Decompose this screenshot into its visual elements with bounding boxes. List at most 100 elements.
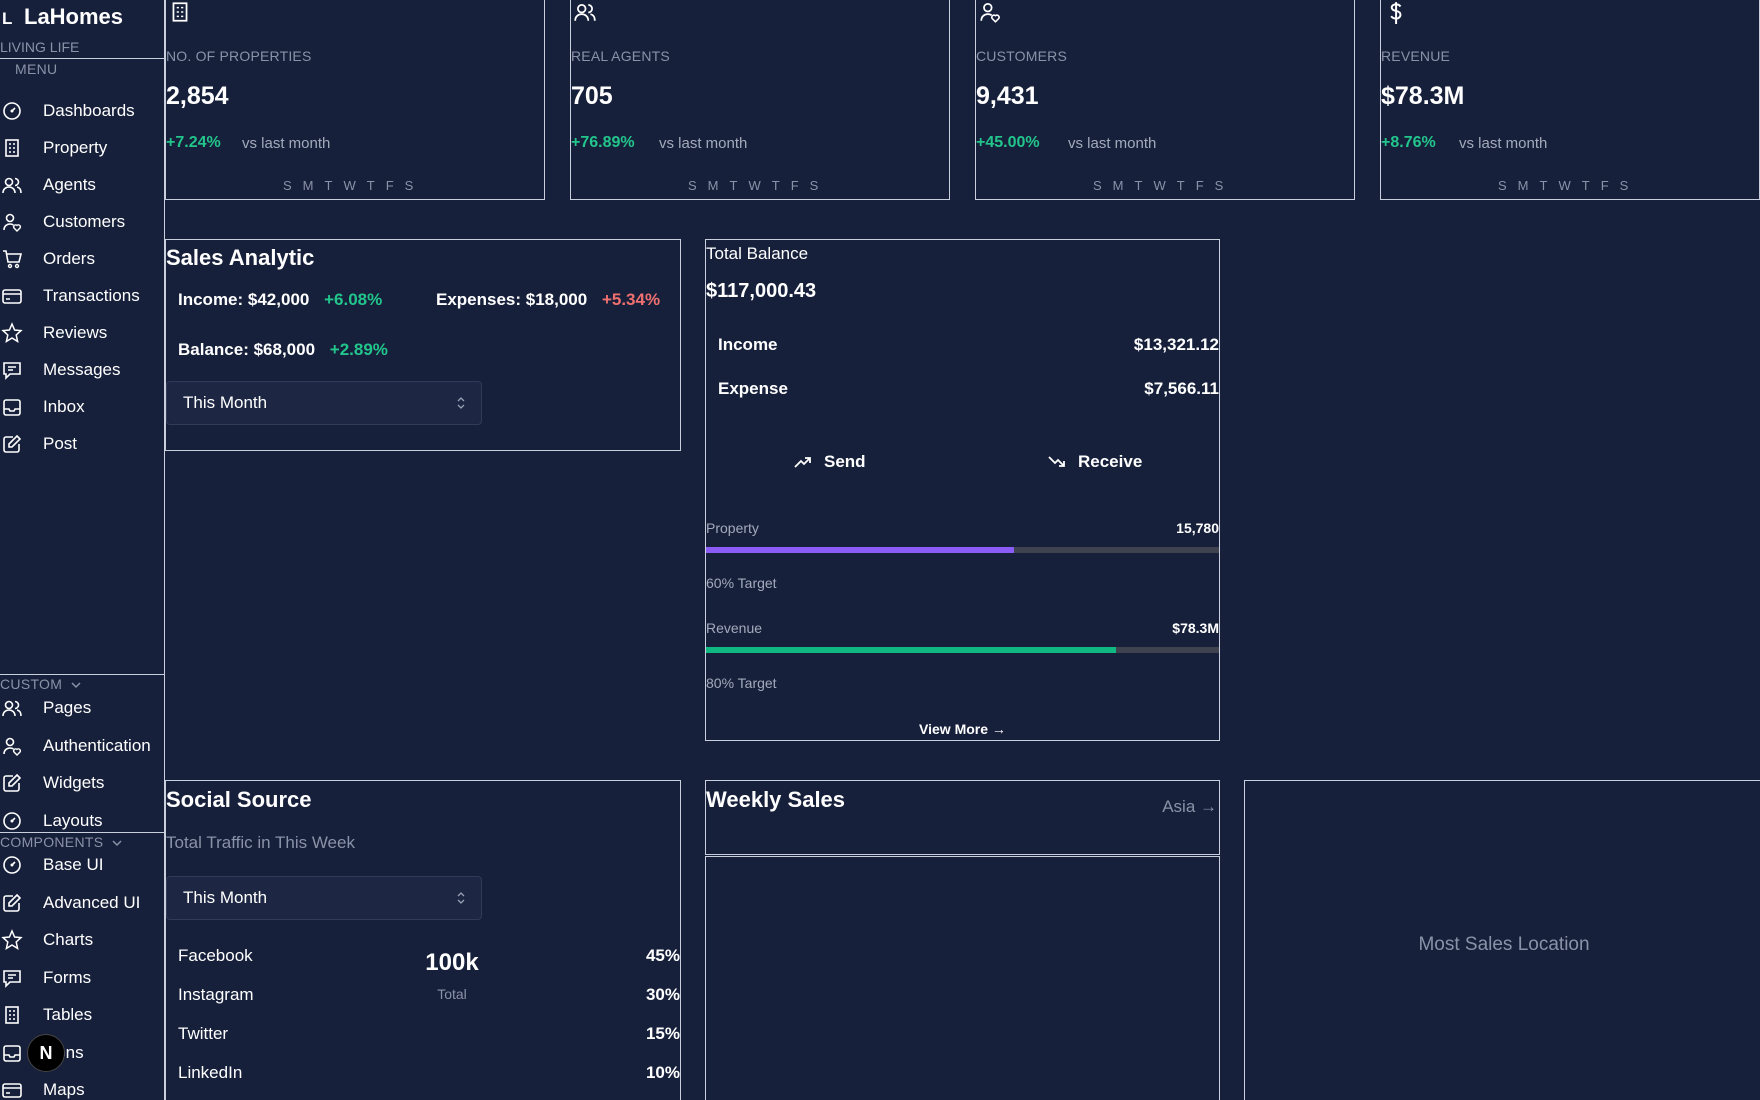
view-more-link[interactable]: View More →	[919, 721, 1006, 737]
period-select[interactable]: This Month	[166, 381, 482, 425]
traffic-total-value: 100k	[425, 949, 479, 976]
menu-section-title: MENU	[15, 61, 58, 77]
edit-icon	[3, 773, 22, 792]
weekday-label: F	[790, 178, 799, 193]
stat-value: $78.3M	[1381, 82, 1465, 110]
sidebar-item-label: Layouts	[43, 810, 103, 830]
stat-change: +45.00%	[976, 134, 1040, 151]
card-subtitle: Total Traffic in This Week	[166, 833, 355, 852]
progress-target: 60% Target	[706, 575, 777, 591]
sidebar-item-authentication[interactable]: Authentication	[0, 731, 165, 761]
sidebar-item-charts[interactable]: Charts	[0, 925, 165, 955]
sidebar-item-transactions[interactable]: Transactions	[0, 281, 165, 311]
user-heart-icon	[980, 2, 1000, 23]
sidebar-item-pages[interactable]: Pages	[0, 693, 165, 723]
sales-analytic-card: Sales Analytic Income: $42,000 +6.08% Ex…	[165, 239, 681, 451]
sidebar-item-customers[interactable]: Customers	[0, 207, 165, 237]
building-icon	[172, 2, 188, 22]
user-heart-icon	[3, 213, 22, 232]
card-title: Weekly Sales	[706, 787, 846, 812]
weekday-label: T	[1176, 178, 1185, 193]
star-icon	[1, 322, 23, 343]
weekly-sales-card: Weekly Sales Asia →	[705, 780, 1220, 855]
nextjs-badge[interactable]: N	[27, 1034, 65, 1072]
users-icon	[2, 177, 22, 194]
sidebar-item-post[interactable]: Post	[0, 429, 165, 459]
users-icon	[2, 700, 22, 717]
stat-card-customers: CUSTOMERS 9,431 +45.00% vs last month S M T W T F…	[975, 0, 1355, 200]
sidebar-item-layouts[interactable]: Layouts	[0, 806, 165, 836]
income-stat: Income: $42,000 +6.08%	[178, 290, 383, 309]
receive-button[interactable]: Receive	[1048, 452, 1142, 472]
sidebar-item-property[interactable]: Property	[0, 133, 165, 163]
balance-amount: $117,000.43	[706, 280, 817, 302]
sidebar-item-dashboards[interactable]: Dashboards	[0, 96, 165, 126]
sidebar-item-label: Orders	[43, 249, 95, 268]
weekday-label: S	[1619, 178, 1629, 193]
sidebar-item-reviews[interactable]: Reviews	[0, 318, 165, 348]
weekday-label: T	[771, 178, 780, 193]
edit-icon	[3, 434, 22, 453]
sidebar-item-widgets[interactable]: Widgets	[0, 768, 165, 798]
sidebar-item-agents[interactable]: Agents	[0, 170, 165, 200]
stat-card-revenue: REVENUE $78.3M +8.76% vs last month S M T W T F S	[1380, 0, 1760, 200]
custom-section-title[interactable]: CUSTOM	[0, 676, 82, 692]
social-row-linkedin: LinkedIn 10%	[178, 1063, 680, 1083]
weekday-label: T	[1539, 178, 1548, 193]
sidebar-item-label: Maps	[43, 1080, 85, 1099]
sidebar-item-orders[interactable]: Orders	[0, 244, 165, 274]
weekday-label: W	[1558, 178, 1571, 193]
stat-value: 2,854	[166, 82, 229, 110]
stat-compare: vs last month	[1459, 135, 1548, 152]
progress-value: 15,780	[1176, 520, 1219, 536]
components-section-title[interactable]: COMPONENTS	[0, 834, 123, 850]
gauge-icon	[3, 856, 21, 874]
weekday-label: W	[1153, 178, 1166, 193]
sidebar-item-label: Inbox	[43, 397, 85, 416]
message-icon	[3, 362, 21, 380]
divider	[0, 832, 165, 833]
weekday-label: S	[809, 178, 819, 193]
weekday-label: M	[1517, 178, 1529, 193]
sidebar-item-advanced-ui[interactable]: Advanced UI	[0, 888, 165, 918]
sidebar-item-label: Customers	[43, 212, 126, 231]
income-change: +6.08%	[324, 290, 383, 309]
traffic-total-label: Total	[437, 986, 467, 1002]
total-balance-card: Total Balance $117,000.43 Income $13,321…	[705, 239, 1220, 741]
sidebar-item-label: Charts	[43, 930, 94, 949]
weekday-label: W	[343, 178, 356, 193]
sidebar-item-tables[interactable]: Tables	[0, 1000, 165, 1030]
sidebar-item-label: Messages	[43, 360, 121, 379]
sidebar-item-maps[interactable]: Maps	[0, 1075, 165, 1100]
social-percent: 45%	[645, 946, 680, 965]
period-select[interactable]: This Month	[166, 876, 482, 920]
select-chevron-icon	[457, 397, 465, 409]
brand-tagline: LIVING LIFE	[0, 39, 80, 55]
weekday-label: F	[385, 178, 394, 193]
brand-name[interactable]: LaHomes	[24, 4, 124, 29]
weekday-label: W	[748, 178, 761, 193]
social-name: Twitter	[178, 1024, 229, 1043]
region-link[interactable]: Asia →	[1162, 797, 1217, 816]
social-row-twitter: Twitter 15%	[178, 1024, 680, 1044]
send-button[interactable]: Send	[794, 452, 866, 472]
weekday-label: M	[302, 178, 314, 193]
weekday-label: T	[729, 178, 738, 193]
sidebar-item-icons[interactable]: Icons	[0, 1038, 165, 1068]
divider	[0, 58, 165, 59]
sidebar-item-label: Dashboards	[43, 101, 135, 120]
sidebar-item-inbox[interactable]: Inbox	[0, 392, 165, 422]
sidebar-item-messages[interactable]: Messages	[0, 355, 165, 385]
sidebar-item-base-ui[interactable]: Base UI	[0, 850, 165, 880]
gauge-icon	[3, 102, 21, 120]
stat-label: NO. OF PROPERTIES	[166, 48, 312, 64]
sidebar-item-label: Post	[43, 434, 78, 453]
inbox-icon	[3, 399, 21, 416]
sidebar-item-forms[interactable]: Forms	[0, 963, 165, 993]
weekday-label: S	[283, 178, 292, 193]
stat-change: +76.89%	[571, 134, 635, 151]
star-icon	[1, 929, 23, 950]
